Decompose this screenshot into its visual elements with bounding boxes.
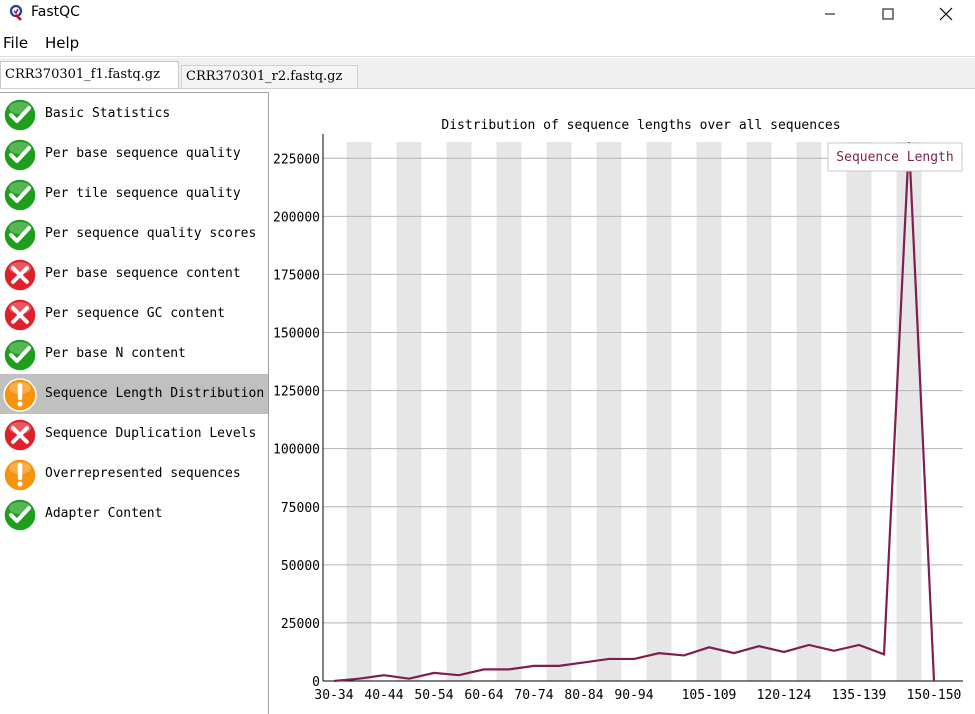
y-tick-label: 125000 bbox=[273, 385, 320, 400]
module-label: Per base N content bbox=[45, 346, 186, 361]
close-icon bbox=[939, 7, 953, 21]
tick-icon bbox=[3, 138, 37, 172]
y-tick-label: 200000 bbox=[273, 210, 320, 225]
module-label: Per base sequence quality bbox=[45, 146, 241, 161]
module-item[interactable]: Per base sequence quality bbox=[0, 134, 268, 174]
tab-file-2[interactable]: CRR370301_r2.fastq.gz bbox=[181, 65, 358, 88]
module-label: Sequence Length Distribution bbox=[45, 386, 265, 401]
warning-icon bbox=[3, 458, 37, 492]
close-button[interactable] bbox=[917, 0, 975, 28]
x-tick-label: 70-74 bbox=[514, 688, 553, 703]
y-tick-label: 50000 bbox=[281, 559, 320, 574]
module-item[interactable]: Per base N content bbox=[0, 334, 268, 374]
background-band bbox=[346, 142, 372, 681]
x-tick-label: 105-109 bbox=[682, 688, 737, 703]
tick-icon bbox=[3, 98, 37, 132]
tick-icon bbox=[3, 498, 37, 532]
background-band bbox=[796, 142, 822, 681]
module-item[interactable]: Basic Statistics bbox=[0, 94, 268, 134]
module-item[interactable]: Per tile sequence quality bbox=[0, 174, 268, 214]
tick-icon bbox=[3, 338, 37, 372]
menu-file[interactable]: File bbox=[3, 34, 29, 52]
fastqc-logo-icon bbox=[9, 5, 23, 21]
module-item[interactable]: Sequence Length Distribution bbox=[0, 374, 268, 414]
module-item[interactable]: Per sequence quality scores bbox=[0, 214, 268, 254]
x-tick-label: 60-64 bbox=[464, 688, 503, 703]
y-tick-label: 150000 bbox=[273, 327, 320, 342]
tick-icon bbox=[3, 178, 37, 212]
module-label: Per sequence GC content bbox=[45, 306, 226, 321]
module-item[interactable]: Per sequence GC content bbox=[0, 294, 268, 334]
module-label: Per sequence quality scores bbox=[45, 226, 257, 241]
title-bar: FastQC bbox=[0, 0, 975, 28]
background-band bbox=[496, 142, 522, 681]
window-title: FastQC bbox=[31, 4, 80, 20]
maximize-icon bbox=[882, 8, 894, 20]
background-band bbox=[546, 142, 572, 681]
module-list: Basic Statistics Per base sequence qualit… bbox=[0, 92, 269, 714]
x-tick-label: 90-94 bbox=[614, 688, 653, 703]
series-line bbox=[333, 141, 936, 683]
module-item[interactable]: Sequence Duplication Levels bbox=[0, 414, 268, 454]
background-band bbox=[896, 142, 922, 681]
y-tick-label: 100000 bbox=[273, 443, 320, 458]
background-band bbox=[596, 142, 622, 681]
background-band bbox=[746, 142, 772, 681]
minimize-button[interactable] bbox=[801, 0, 859, 28]
x-tick-label: 150-150 bbox=[907, 688, 962, 703]
module-label: Per tile sequence quality bbox=[45, 186, 241, 201]
cross-icon bbox=[3, 298, 37, 332]
chart-title: Distribution of sequence lengths over al… bbox=[441, 118, 840, 133]
x-tick-label: 40-44 bbox=[364, 688, 403, 703]
tick-icon bbox=[3, 218, 37, 252]
minimize-icon bbox=[825, 13, 835, 15]
file-tab-bar: CRR370301_f1.fastq.gz CRR370301_r2.fastq… bbox=[0, 58, 975, 89]
background-band bbox=[846, 142, 872, 681]
y-tick-label: 0 bbox=[312, 675, 320, 690]
module-item[interactable]: Adapter Content bbox=[0, 494, 268, 534]
module-label: Per base sequence content bbox=[45, 266, 241, 281]
chart-panel: 0 25000 50000 75000 100000 125000 150000 175000… bbox=[270, 92, 975, 714]
background-band bbox=[446, 142, 472, 681]
cross-icon bbox=[3, 258, 37, 292]
x-tick-label: 30-34 bbox=[314, 688, 353, 703]
legend-box bbox=[827, 142, 963, 172]
tab-file-1[interactable]: CRR370301_f1.fastq.gz bbox=[0, 61, 179, 88]
legend-label: Sequence Length bbox=[836, 150, 953, 165]
maximize-button[interactable] bbox=[859, 0, 917, 28]
cross-icon bbox=[3, 418, 37, 452]
background-band bbox=[646, 142, 672, 681]
menu-bar: File Help bbox=[0, 29, 975, 57]
y-tick-label: 225000 bbox=[273, 152, 320, 167]
module-label: Overrepresented sequences bbox=[45, 466, 241, 481]
module-item[interactable]: Per base sequence content bbox=[0, 254, 268, 294]
module-item[interactable]: Overrepresented sequences bbox=[0, 454, 268, 494]
warning-icon bbox=[3, 378, 37, 412]
sequence-length-chart: 0 25000 50000 75000 100000 125000 150000 175000… bbox=[273, 118, 963, 703]
y-tick-label: 75000 bbox=[281, 501, 320, 516]
x-tick-label: 120-124 bbox=[757, 688, 812, 703]
menu-help[interactable]: Help bbox=[45, 34, 80, 52]
background-band bbox=[696, 142, 722, 681]
x-tick-label: 135-139 bbox=[832, 688, 887, 703]
y-tick-label: 175000 bbox=[273, 268, 320, 283]
module-label: Adapter Content bbox=[45, 506, 163, 521]
module-label: Sequence Duplication Levels bbox=[45, 426, 257, 441]
x-tick-label: 50-54 bbox=[414, 688, 453, 703]
background-band bbox=[396, 142, 422, 681]
module-label: Basic Statistics bbox=[45, 106, 171, 121]
x-tick-label: 80-84 bbox=[564, 688, 603, 703]
y-tick-label: 25000 bbox=[281, 617, 320, 632]
